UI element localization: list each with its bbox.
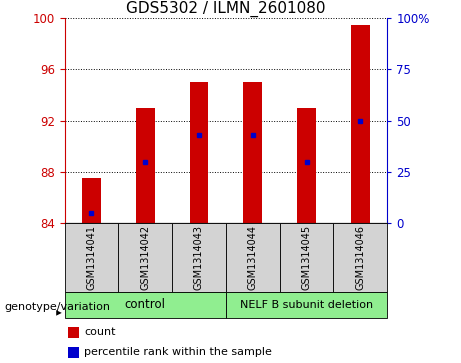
Bar (136, 108, 154, 223)
Bar (68, 327, 79, 338)
Bar (65, 223, 118, 292)
Bar (172, 223, 226, 292)
Bar (243, 82, 262, 223)
Text: GSM1314042: GSM1314042 (140, 225, 150, 290)
Text: GSM1314041: GSM1314041 (86, 225, 96, 290)
Bar (82, 178, 101, 223)
Text: GSM1314043: GSM1314043 (194, 225, 204, 290)
Bar (118, 223, 172, 292)
Text: genotype/variation: genotype/variation (5, 302, 111, 312)
Bar (65, 292, 226, 318)
Text: count: count (84, 327, 116, 337)
Text: percentile rank within the sample: percentile rank within the sample (84, 347, 272, 357)
Text: control: control (125, 298, 165, 311)
Bar (68, 347, 79, 358)
Bar (280, 223, 333, 292)
Bar (226, 292, 387, 318)
Text: GSM1314044: GSM1314044 (248, 225, 258, 290)
Bar (189, 82, 208, 223)
Text: GSM1314046: GSM1314046 (355, 225, 366, 290)
Bar (351, 25, 370, 223)
Title: GDS5302 / ILMN_2601080: GDS5302 / ILMN_2601080 (126, 1, 325, 17)
Bar (297, 108, 316, 223)
Bar (333, 223, 387, 292)
Text: GSM1314045: GSM1314045 (301, 225, 312, 290)
Text: NELF B subunit deletion: NELF B subunit deletion (240, 300, 373, 310)
Bar (226, 223, 280, 292)
